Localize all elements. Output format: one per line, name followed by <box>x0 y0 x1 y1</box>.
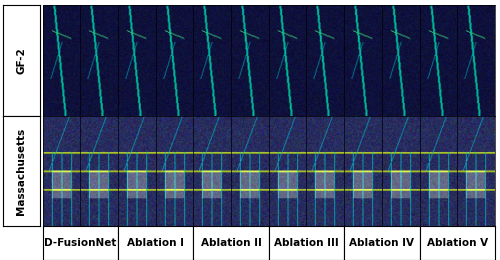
Text: Ablation V: Ablation V <box>426 238 488 248</box>
Text: D-FusionNet: D-FusionNet <box>44 238 117 248</box>
Text: GF-2: GF-2 <box>16 47 26 74</box>
Text: Ablation III: Ablation III <box>274 238 339 248</box>
Text: Ablation I: Ablation I <box>127 238 184 248</box>
Text: Massachusetts: Massachusetts <box>16 127 26 214</box>
Text: Ablation II: Ablation II <box>200 238 262 248</box>
Text: Ablation IV: Ablation IV <box>350 238 414 248</box>
